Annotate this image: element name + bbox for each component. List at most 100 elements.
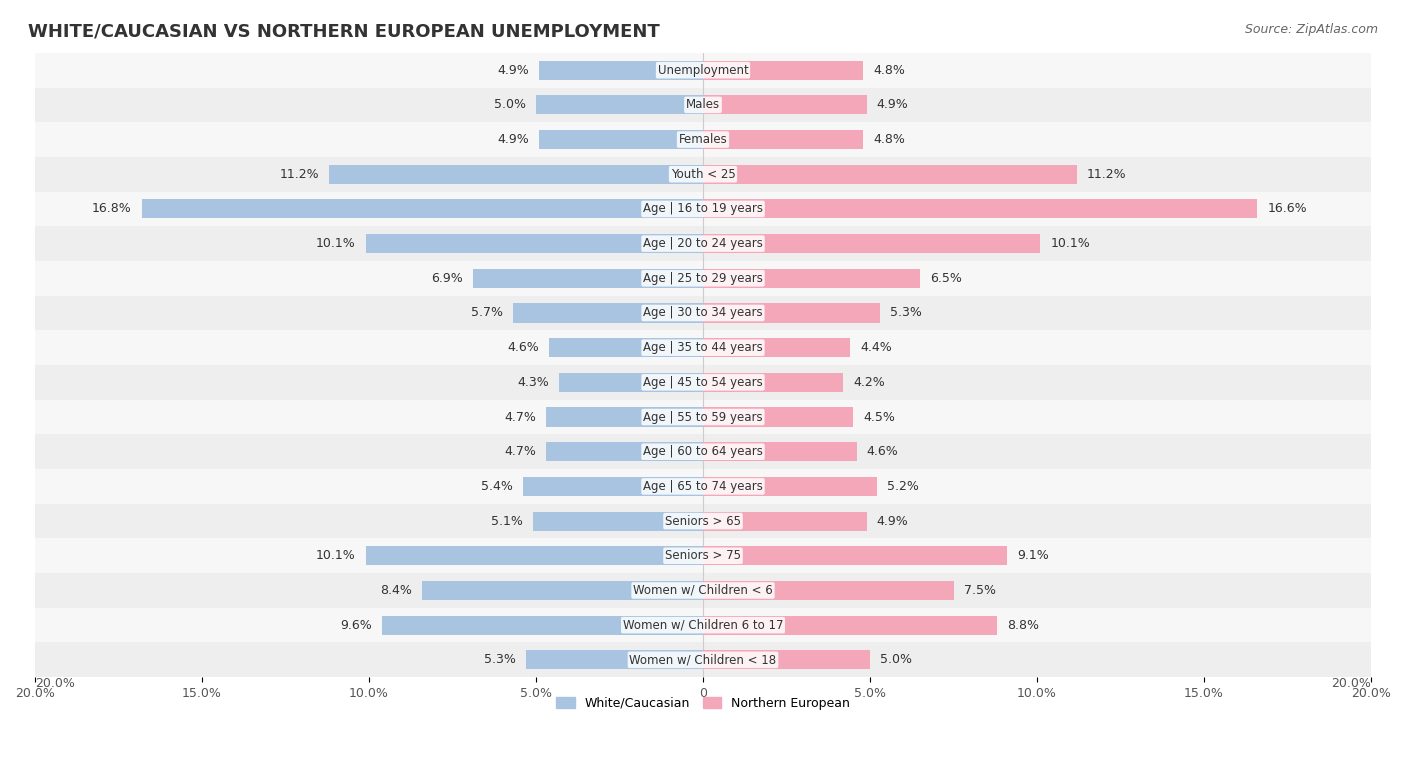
Bar — [703, 442, 856, 461]
Bar — [35, 538, 1371, 573]
Bar — [472, 269, 703, 288]
Text: 16.6%: 16.6% — [1268, 202, 1308, 216]
Bar — [703, 95, 866, 114]
Bar — [35, 88, 1371, 122]
Bar — [35, 400, 1371, 435]
Bar — [35, 435, 1371, 469]
Text: Age | 16 to 19 years: Age | 16 to 19 years — [643, 202, 763, 216]
Text: 6.5%: 6.5% — [931, 272, 962, 285]
Text: Age | 55 to 59 years: Age | 55 to 59 years — [643, 410, 763, 423]
Text: 5.2%: 5.2% — [887, 480, 918, 493]
Legend: White/Caucasian, Northern European: White/Caucasian, Northern European — [551, 692, 855, 715]
Bar — [366, 234, 703, 253]
Text: 5.0%: 5.0% — [494, 98, 526, 111]
Bar — [703, 61, 863, 79]
Text: Females: Females — [679, 133, 727, 146]
Bar — [703, 512, 866, 531]
Bar — [703, 372, 844, 392]
Bar — [703, 581, 953, 600]
Bar — [546, 442, 703, 461]
Text: Age | 25 to 29 years: Age | 25 to 29 years — [643, 272, 763, 285]
Bar — [35, 503, 1371, 538]
Text: 4.6%: 4.6% — [508, 341, 540, 354]
Text: Women w/ Children < 6: Women w/ Children < 6 — [633, 584, 773, 597]
Bar — [540, 130, 703, 149]
Bar — [703, 269, 920, 288]
Text: WHITE/CAUCASIAN VS NORTHERN EUROPEAN UNEMPLOYMENT: WHITE/CAUCASIAN VS NORTHERN EUROPEAN UNE… — [28, 23, 659, 41]
Text: 4.7%: 4.7% — [505, 410, 536, 423]
Bar — [35, 608, 1371, 643]
Bar — [35, 53, 1371, 88]
Text: 11.2%: 11.2% — [1087, 168, 1126, 181]
Text: Women w/ Children 6 to 17: Women w/ Children 6 to 17 — [623, 618, 783, 631]
Bar — [703, 130, 863, 149]
Bar — [35, 296, 1371, 330]
Bar — [546, 407, 703, 427]
Bar — [35, 192, 1371, 226]
Bar — [536, 95, 703, 114]
Text: 20.0%: 20.0% — [35, 678, 75, 690]
Text: 4.7%: 4.7% — [505, 445, 536, 458]
Bar — [550, 338, 703, 357]
Text: 4.8%: 4.8% — [873, 133, 905, 146]
Bar — [35, 261, 1371, 296]
Bar — [422, 581, 703, 600]
Text: Age | 45 to 54 years: Age | 45 to 54 years — [643, 376, 763, 389]
Text: Unemployment: Unemployment — [658, 64, 748, 76]
Bar — [703, 165, 1077, 184]
Text: Seniors > 65: Seniors > 65 — [665, 515, 741, 528]
Bar — [703, 650, 870, 669]
Bar — [35, 469, 1371, 503]
Text: 10.1%: 10.1% — [316, 237, 356, 250]
Bar — [35, 157, 1371, 192]
Text: 4.8%: 4.8% — [873, 64, 905, 76]
Bar — [703, 304, 880, 322]
Bar — [703, 615, 997, 634]
Bar — [703, 547, 1007, 565]
Text: Age | 60 to 64 years: Age | 60 to 64 years — [643, 445, 763, 458]
Text: 4.9%: 4.9% — [498, 64, 529, 76]
Bar — [533, 512, 703, 531]
Text: 7.5%: 7.5% — [963, 584, 995, 597]
Text: 6.9%: 6.9% — [430, 272, 463, 285]
Text: 4.3%: 4.3% — [517, 376, 550, 389]
Text: Males: Males — [686, 98, 720, 111]
Text: 5.0%: 5.0% — [880, 653, 912, 666]
Text: Youth < 25: Youth < 25 — [671, 168, 735, 181]
Text: 5.3%: 5.3% — [890, 307, 922, 319]
Text: Women w/ Children < 18: Women w/ Children < 18 — [630, 653, 776, 666]
Text: 20.0%: 20.0% — [1331, 678, 1371, 690]
Bar — [523, 477, 703, 496]
Text: Age | 35 to 44 years: Age | 35 to 44 years — [643, 341, 763, 354]
Text: 5.4%: 5.4% — [481, 480, 513, 493]
Bar — [703, 477, 877, 496]
Bar — [329, 165, 703, 184]
Text: 11.2%: 11.2% — [280, 168, 319, 181]
Bar — [35, 226, 1371, 261]
Bar — [35, 330, 1371, 365]
Text: 4.9%: 4.9% — [877, 98, 908, 111]
Bar — [35, 573, 1371, 608]
Text: 8.8%: 8.8% — [1007, 618, 1039, 631]
Text: Source: ZipAtlas.com: Source: ZipAtlas.com — [1244, 23, 1378, 36]
Text: Age | 20 to 24 years: Age | 20 to 24 years — [643, 237, 763, 250]
Text: 16.8%: 16.8% — [91, 202, 132, 216]
Text: 4.4%: 4.4% — [860, 341, 891, 354]
Text: Age | 30 to 34 years: Age | 30 to 34 years — [643, 307, 763, 319]
Text: 4.9%: 4.9% — [877, 515, 908, 528]
Bar — [513, 304, 703, 322]
Bar — [540, 61, 703, 79]
Text: 5.7%: 5.7% — [471, 307, 502, 319]
Text: 10.1%: 10.1% — [316, 550, 356, 562]
Text: 10.1%: 10.1% — [1050, 237, 1090, 250]
Text: 4.9%: 4.9% — [498, 133, 529, 146]
Bar — [703, 234, 1040, 253]
Text: 5.1%: 5.1% — [491, 515, 523, 528]
Text: 4.2%: 4.2% — [853, 376, 884, 389]
Text: 9.1%: 9.1% — [1017, 550, 1049, 562]
Bar — [366, 547, 703, 565]
Bar — [35, 365, 1371, 400]
Text: 5.3%: 5.3% — [484, 653, 516, 666]
Bar — [703, 199, 1257, 219]
Bar — [703, 338, 851, 357]
